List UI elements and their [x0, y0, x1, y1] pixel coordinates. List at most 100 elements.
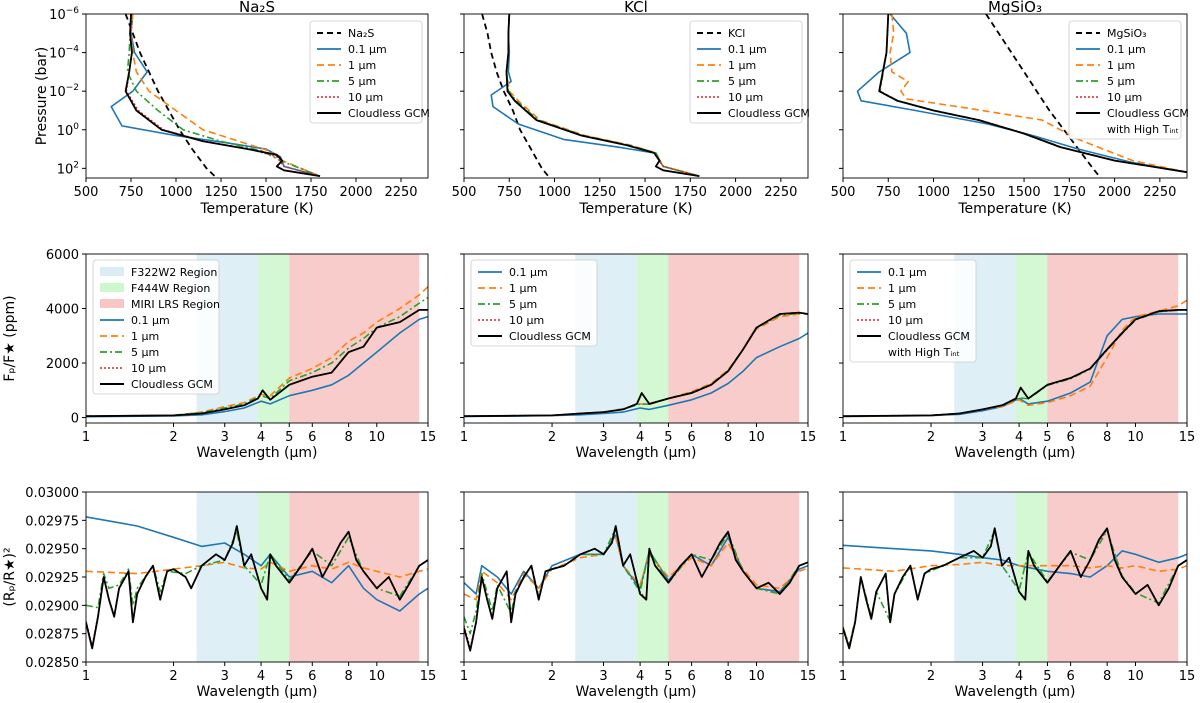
legend-label: 10 μm	[728, 91, 763, 104]
legend-label: 10 μm	[131, 362, 166, 375]
x-axis-title: Temperature (K)	[199, 201, 313, 217]
legend-label: Cloudless GCM	[131, 378, 213, 391]
x-tick-label: 750	[497, 185, 522, 200]
series-line-gcm	[86, 309, 428, 418]
condensation-curve	[124, 14, 219, 178]
x-tick-label: 2	[927, 669, 935, 684]
emission-panel-0: 1 2 3 4 5 6 8 10 15 Wavelength (μm) 0 2000 4000 6000 F…	[2, 248, 436, 461]
legend-label: 1 μm	[509, 282, 537, 295]
y-axis-title: Fₚ/F★ (ppm)	[2, 295, 18, 381]
legend-swatch	[100, 299, 124, 308]
legend-label: 5 μm	[728, 75, 756, 88]
plot-frame	[463, 253, 809, 424]
legend-label: 10 μm	[348, 91, 383, 104]
x-axis-title: Wavelength (μm)	[955, 684, 1076, 700]
x-tick-label: 3	[221, 669, 229, 684]
series-line-s1	[464, 313, 808, 417]
x-tick-label: 500	[831, 185, 856, 200]
series-line-s01	[86, 315, 428, 418]
legend-label: 0.1 μm	[728, 43, 767, 56]
legend-label: MgSiO₃	[1107, 27, 1147, 40]
x-tick-label: 1500	[629, 185, 662, 200]
region-band-2	[1047, 492, 1179, 662]
x-tick-label: 2000	[1098, 185, 1131, 200]
x-tick-label: 2000	[719, 185, 752, 200]
x-tick-label: 1250	[962, 185, 995, 200]
y-tick-label: 10−2	[49, 83, 79, 100]
x-tick-label: 4	[257, 430, 265, 445]
x-tick-label: 10	[1127, 669, 1144, 684]
y-tick-label: 0.02975	[25, 514, 79, 529]
x-tick-label: 4	[1015, 430, 1023, 445]
condensation-curve	[481, 14, 551, 178]
y-tick-label: 10−6	[49, 6, 79, 23]
legend-label: Cloudless GCM	[888, 330, 970, 343]
legend-label: 1 μm	[131, 330, 159, 343]
legend-label: with High Tᵢₙₜ	[1107, 123, 1179, 136]
x-tick-label: 8	[344, 669, 352, 684]
region-band-1	[1015, 254, 1048, 423]
series-line-gcm	[124, 14, 321, 177]
y-tick-label: 0.02950	[25, 543, 79, 558]
legend-label: 1 μm	[1107, 59, 1135, 72]
y-tick-label: 0.02900	[25, 599, 79, 614]
series-line-gcm	[843, 527, 1187, 650]
legend-label: 10 μm	[509, 314, 544, 327]
series-line-s10	[125, 14, 321, 177]
y-tick-label: 102	[57, 160, 79, 177]
y-axis-title: Pressure (bar)	[34, 47, 50, 145]
legend-label: MIRI LRS Region	[131, 298, 220, 311]
x-tick-label: 1	[460, 669, 468, 684]
x-tick-label: 2	[169, 430, 177, 445]
region-band-2	[668, 492, 800, 662]
y-tick-label: 2000	[46, 357, 79, 372]
x-tick-label: 6	[1066, 430, 1074, 445]
series-line-gcm	[464, 311, 808, 418]
x-tick-label: 1000	[538, 185, 571, 200]
x-tick-label: 5	[285, 430, 293, 445]
series-line-gcm	[86, 525, 428, 650]
x-tick-label: 4	[1015, 669, 1023, 684]
x-tick-label: 1000	[159, 185, 192, 200]
legend	[1068, 20, 1182, 140]
x-tick-label: 2250	[764, 185, 797, 200]
x-tick-label: 1	[82, 430, 90, 445]
x-tick-label: 1500	[1008, 185, 1041, 200]
legend-label: 0.1 μm	[509, 266, 548, 279]
x-axis-title: Wavelength (μm)	[576, 684, 697, 700]
x-tick-label: 8	[1103, 669, 1111, 684]
legend-label: 1 μm	[348, 59, 376, 72]
series-line-s01	[110, 14, 321, 177]
x-tick-label: 5	[664, 669, 672, 684]
series-line-s1	[130, 14, 321, 177]
plot-frame	[842, 13, 1188, 179]
series-line-s1	[843, 299, 1187, 418]
x-tick-label: 2000	[339, 185, 372, 200]
x-tick-label: 2250	[1143, 185, 1176, 200]
series-line-gcm	[878, 14, 1187, 174]
legend-label: 5 μm	[1107, 75, 1135, 88]
x-tick-label: 1250	[204, 185, 237, 200]
region-band-0	[196, 492, 258, 662]
legend-label: 0.1 μm	[888, 266, 927, 279]
legend-swatch	[100, 267, 124, 276]
x-tick-label: 1	[460, 430, 468, 445]
x-tick-label: 6	[687, 669, 695, 684]
x-tick-label: 5	[1043, 669, 1051, 684]
x-tick-label: 1500	[249, 185, 282, 200]
x-tick-label: 10	[369, 430, 386, 445]
transmission-panel-1: 1 2 3 4 5 6 8 10 15 Wavelength (μm)	[460, 491, 817, 700]
x-tick-label: 3	[599, 430, 607, 445]
x-tick-label: 8	[1103, 430, 1111, 445]
panel-title: Na₂S	[239, 0, 275, 16]
series-line-s01	[843, 544, 1187, 578]
legend-label: 10 μm	[888, 314, 923, 327]
x-tick-label: 10	[748, 430, 765, 445]
x-tick-label: 15	[800, 669, 817, 684]
legend-label: Cloudless GCM	[509, 330, 591, 343]
x-tick-label: 2	[169, 669, 177, 684]
y-tick-label: 100	[57, 122, 80, 139]
legend-label: F322W2 Region	[131, 266, 217, 279]
y-tick-label: 0.02925	[25, 571, 79, 586]
